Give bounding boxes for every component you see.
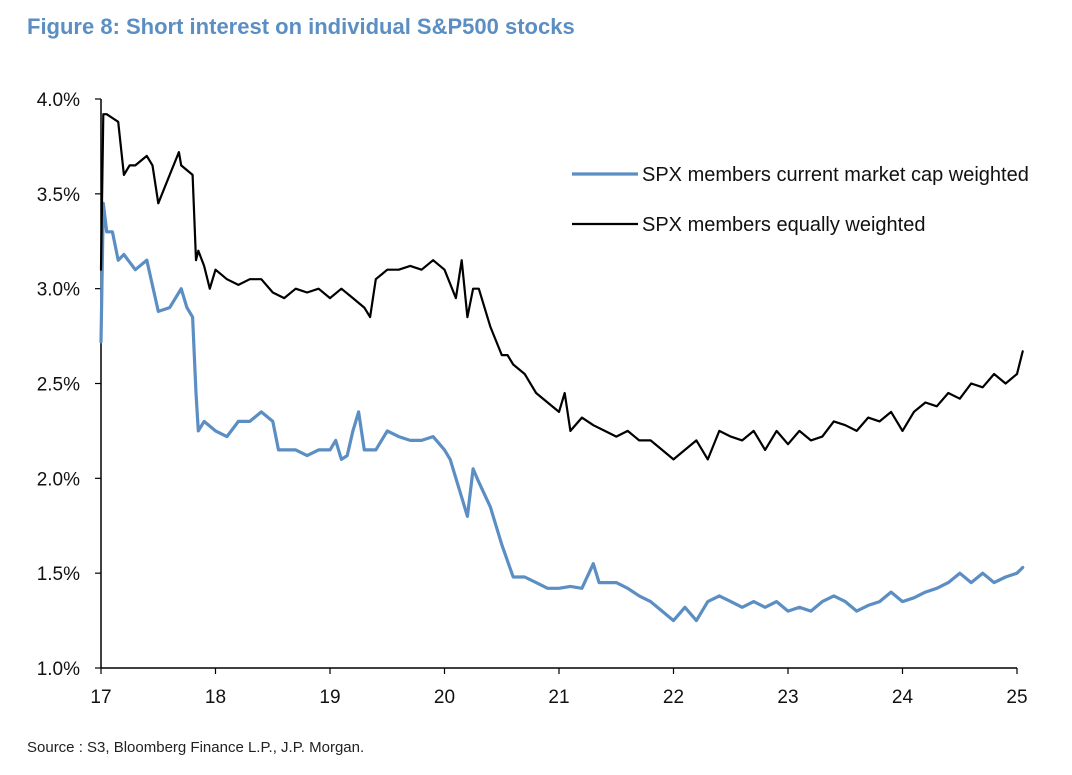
x-tick-label: 19 [319, 687, 340, 708]
y-tick-label: 1.5% [37, 564, 80, 585]
x-tick-label: 23 [777, 687, 798, 708]
series-line-equal-weighted [99, 113, 1024, 461]
chart-legend: SPX members current market cap weighted S… [572, 164, 1029, 236]
y-tick-label: 2.5% [37, 375, 80, 396]
y-tick-label: 2.0% [37, 469, 80, 490]
figure-title: Figure 8: Short interest on individual S… [27, 14, 575, 39]
x-tick-label: 24 [892, 687, 914, 708]
series-layer [99, 113, 1025, 623]
chart-axes: 1.0% 1.5% 2.0% 2.5% 3.0% 3.5% 4.0% 17 18 19 20 21 22… [37, 90, 1028, 708]
y-tick-label: 3.5% [37, 185, 80, 206]
y-tick-label: 3.0% [37, 280, 80, 301]
series-line-cap-weighted [99, 201, 1025, 623]
legend-label: SPX members equally weighted [642, 214, 925, 236]
x-tick-label: 20 [434, 687, 455, 708]
x-tick-label: 25 [1006, 687, 1027, 708]
x-tick-label: 18 [205, 687, 226, 708]
legend-label: SPX members current market cap weighted [642, 164, 1029, 186]
y-tick-label: 4.0% [37, 90, 80, 111]
x-tick-label: 21 [548, 687, 569, 708]
x-tick-label: 22 [663, 687, 684, 708]
y-tick-label: 1.0% [37, 659, 80, 680]
source-note: Source : S3, Bloomberg Finance L.P., J.P… [27, 739, 365, 756]
x-tick-label: 17 [90, 687, 111, 708]
